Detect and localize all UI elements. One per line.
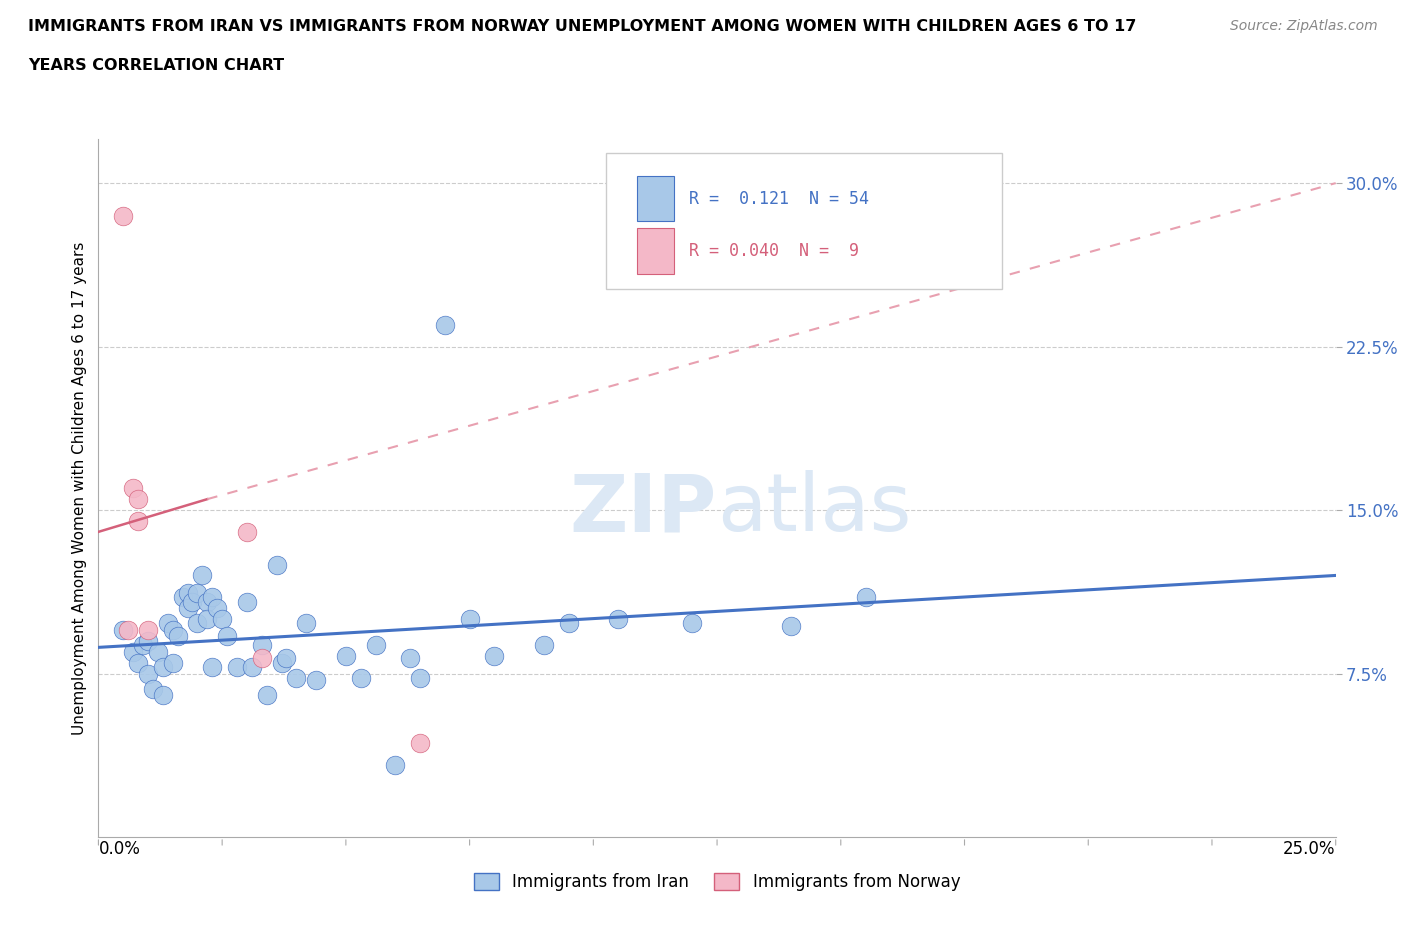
Point bbox=[136, 633, 159, 648]
Text: R = 0.040  N =  9: R = 0.040 N = 9 bbox=[689, 242, 859, 260]
Point bbox=[191, 568, 214, 583]
Point bbox=[176, 601, 198, 616]
Point bbox=[270, 655, 292, 670]
Text: IMMIGRANTS FROM IRAN VS IMMIGRANTS FROM NORWAY UNEMPLOYMENT AMONG WOMEN WITH CHI: IMMIGRANTS FROM IRAN VS IMMIGRANTS FROM … bbox=[28, 19, 1136, 33]
Point bbox=[122, 644, 145, 659]
Point bbox=[127, 513, 149, 528]
Point bbox=[201, 590, 224, 604]
Point bbox=[285, 671, 308, 685]
Point bbox=[557, 616, 579, 631]
Point bbox=[152, 659, 174, 674]
Point bbox=[276, 651, 298, 666]
Legend: Immigrants from Iran, Immigrants from Norway: Immigrants from Iran, Immigrants from No… bbox=[474, 873, 960, 892]
Point bbox=[186, 616, 208, 631]
Text: atlas: atlas bbox=[717, 471, 911, 548]
Point bbox=[127, 655, 149, 670]
Point bbox=[236, 525, 259, 539]
Point bbox=[127, 492, 149, 507]
Point bbox=[250, 638, 273, 653]
Point bbox=[217, 629, 239, 644]
Point bbox=[186, 586, 208, 601]
Text: R =  0.121  N = 54: R = 0.121 N = 54 bbox=[689, 190, 869, 207]
Point bbox=[156, 616, 179, 631]
Point bbox=[176, 586, 198, 601]
Bar bbox=[637, 176, 673, 221]
Point bbox=[166, 629, 188, 644]
Point bbox=[211, 612, 233, 627]
Point bbox=[409, 671, 432, 685]
Text: ZIP: ZIP bbox=[569, 471, 717, 548]
Text: 0.0%: 0.0% bbox=[98, 841, 141, 858]
Point bbox=[256, 688, 278, 703]
Point bbox=[236, 594, 259, 609]
Point bbox=[240, 659, 263, 674]
Point bbox=[181, 594, 204, 609]
Point bbox=[195, 594, 218, 609]
Point bbox=[142, 682, 165, 697]
Point bbox=[162, 655, 184, 670]
Point bbox=[112, 622, 135, 637]
Bar bbox=[637, 229, 673, 273]
Text: YEARS CORRELATION CHART: YEARS CORRELATION CHART bbox=[28, 58, 284, 73]
Point bbox=[409, 736, 432, 751]
Point bbox=[681, 616, 703, 631]
Point bbox=[112, 208, 135, 223]
Y-axis label: Unemployment Among Women with Children Ages 6 to 17 years: Unemployment Among Women with Children A… bbox=[72, 242, 87, 735]
Point bbox=[172, 590, 194, 604]
Point bbox=[855, 590, 877, 604]
Point bbox=[295, 616, 318, 631]
Point bbox=[195, 612, 218, 627]
Point bbox=[122, 481, 145, 496]
Point bbox=[364, 638, 387, 653]
Point bbox=[533, 638, 555, 653]
Point bbox=[433, 317, 456, 332]
Point bbox=[117, 622, 139, 637]
Point bbox=[152, 688, 174, 703]
Point bbox=[226, 659, 249, 674]
Text: Source: ZipAtlas.com: Source: ZipAtlas.com bbox=[1230, 19, 1378, 33]
Point bbox=[305, 672, 328, 687]
Point bbox=[484, 648, 506, 663]
Point bbox=[607, 612, 630, 627]
Point bbox=[384, 758, 406, 773]
Point bbox=[458, 612, 481, 627]
FancyBboxPatch shape bbox=[606, 153, 1001, 289]
Point bbox=[201, 659, 224, 674]
Text: 25.0%: 25.0% bbox=[1284, 841, 1336, 858]
Point bbox=[136, 622, 159, 637]
Point bbox=[250, 651, 273, 666]
Point bbox=[162, 622, 184, 637]
Point bbox=[136, 666, 159, 681]
Point bbox=[132, 638, 155, 653]
Point bbox=[335, 648, 357, 663]
Point bbox=[399, 651, 422, 666]
Point bbox=[350, 671, 373, 685]
Point bbox=[780, 618, 803, 633]
Point bbox=[266, 557, 288, 572]
Point bbox=[205, 601, 228, 616]
Point bbox=[146, 644, 169, 659]
